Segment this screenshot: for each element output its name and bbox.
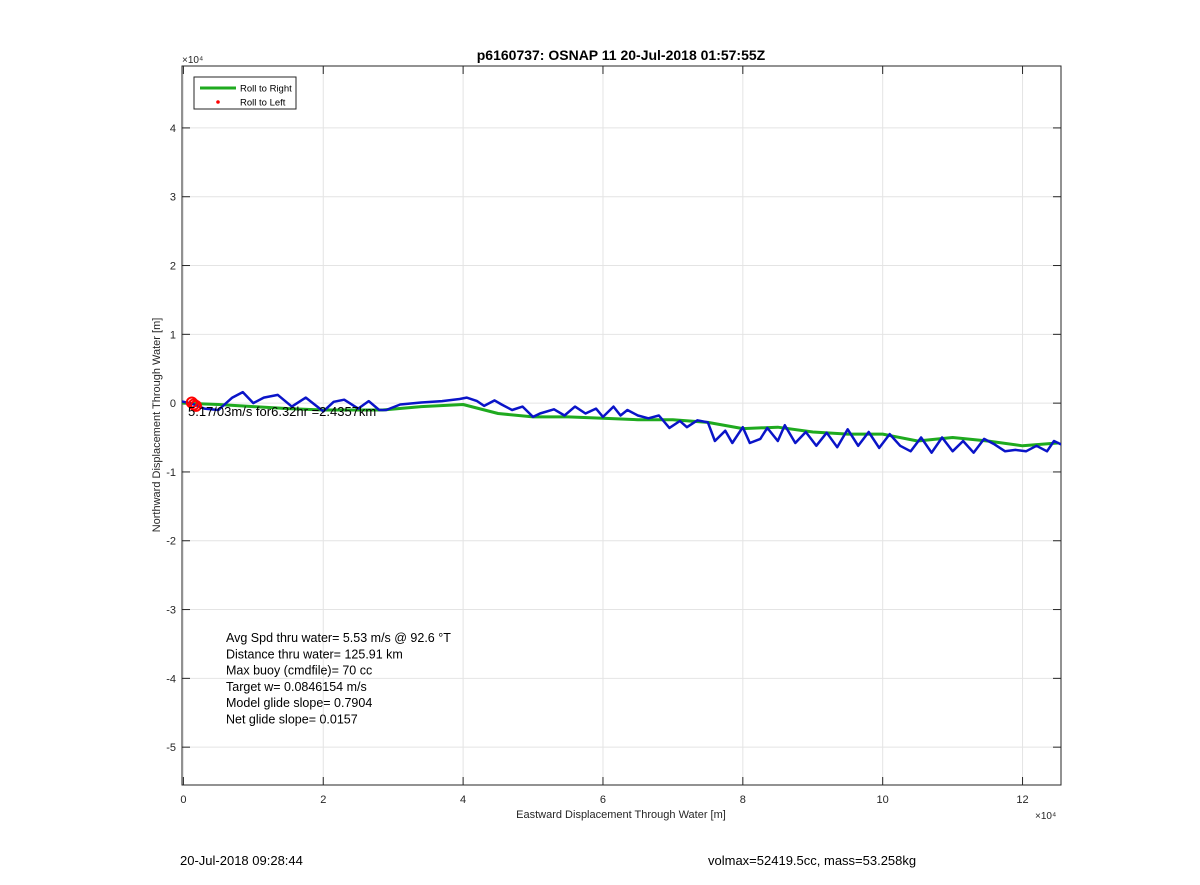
stats-line: Max buoy (cmdfile)= 70 cc: [226, 664, 372, 678]
x-tick-label: 6: [600, 794, 606, 806]
roll-left-marker: [185, 396, 198, 409]
y-tick-label: -3: [166, 605, 176, 617]
plot-series: [182, 390, 1061, 454]
grid-lines: [182, 66, 1061, 785]
x-tick-label: 10: [877, 794, 889, 806]
chart-title: p6160737: OSNAP 11 20-Jul-2018 01:57:55Z: [477, 47, 766, 63]
stats-block: Avg Spd thru water= 5.53 m/s @ 92.6 °T Di…: [226, 631, 451, 727]
stats-line: Avg Spd thru water= 5.53 m/s @ 92.6 °T: [226, 631, 451, 645]
footer-timestamp: 20-Jul-2018 09:28:44: [180, 853, 303, 868]
stats-line: Target w= 0.0846154 m/s: [226, 680, 367, 694]
legend-label: Roll to Right: [240, 84, 292, 95]
stats-line: Model glide slope= 0.7904: [226, 696, 372, 710]
y-tick-label: -4: [166, 673, 176, 685]
x-tick-label: 12: [1016, 794, 1028, 806]
plot-area: [182, 390, 1061, 454]
legend-box: [193, 76, 297, 110]
x-tick-label: 8: [740, 794, 746, 806]
axes-box: [181, 65, 1062, 786]
plot-annotation: 5.17/03m/s for6.32hr =2.4357km: [188, 404, 376, 419]
x-exponent-label: ×10⁴: [1035, 811, 1056, 822]
stats-line: Distance thru water= 125.91 km: [226, 647, 403, 661]
y-axis-label: Northward Displacement Through Water [m]: [151, 318, 163, 533]
stats-line: Net glide slope= 0.0157: [226, 713, 358, 727]
x-tick-label: 0: [180, 794, 186, 806]
y-tick-label: 1: [170, 329, 176, 341]
y-tick-label: -1: [166, 467, 176, 479]
x-tick-label: 2: [320, 794, 326, 806]
x-tick-label: 4: [460, 794, 466, 806]
y-exponent-label: ×10⁴: [182, 55, 203, 66]
y-tick-label: -5: [166, 742, 176, 754]
y-tick-label: 2: [170, 261, 176, 273]
legend: Roll to Right Roll to Left: [193, 76, 297, 110]
series-line-track: [182, 390, 1061, 454]
y-tick-label: 0: [170, 398, 176, 410]
series-line-roll-to-right: [182, 401, 1059, 448]
footer-volmax-mass: volmax=52419.5cc, mass=53.258kg: [708, 853, 917, 868]
x-axis-label: Eastward Displacement Through Water [m]: [516, 809, 726, 821]
y-tick-label: 3: [170, 192, 176, 204]
legend-swatch-dot: [216, 100, 220, 104]
legend-label: Roll to Left: [240, 98, 286, 109]
y-tick-label: -2: [166, 536, 176, 548]
y-tick-label: 4: [170, 123, 176, 135]
